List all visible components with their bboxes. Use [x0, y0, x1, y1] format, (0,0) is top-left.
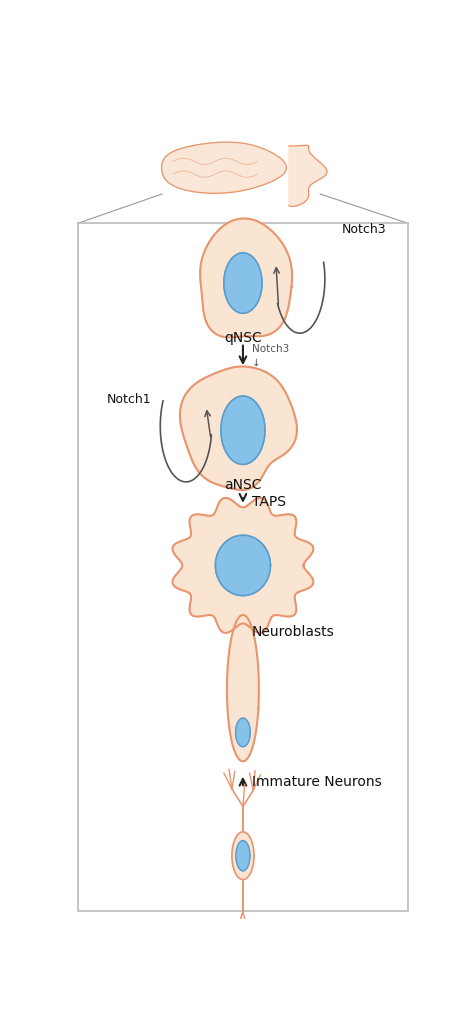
Polygon shape [180, 367, 297, 490]
Text: Notch1: Notch1 [107, 394, 152, 406]
Polygon shape [232, 832, 254, 879]
Polygon shape [221, 396, 265, 465]
Text: Neuroblasts: Neuroblasts [252, 625, 335, 638]
Text: aNSC: aNSC [224, 478, 262, 492]
Polygon shape [200, 218, 292, 338]
Text: TAPS: TAPS [252, 495, 286, 509]
Polygon shape [215, 535, 271, 596]
Polygon shape [224, 253, 262, 313]
Text: qNSC: qNSC [224, 331, 262, 345]
Polygon shape [289, 146, 327, 207]
Polygon shape [162, 143, 286, 193]
Text: Notch3: Notch3 [342, 223, 387, 237]
Text: ↓: ↓ [252, 358, 261, 368]
Text: Notch3: Notch3 [252, 344, 289, 353]
Polygon shape [236, 841, 250, 871]
Text: Immature Neurons: Immature Neurons [252, 775, 382, 789]
Polygon shape [173, 498, 313, 633]
FancyBboxPatch shape [78, 223, 408, 911]
Polygon shape [227, 615, 259, 761]
Polygon shape [236, 718, 250, 747]
